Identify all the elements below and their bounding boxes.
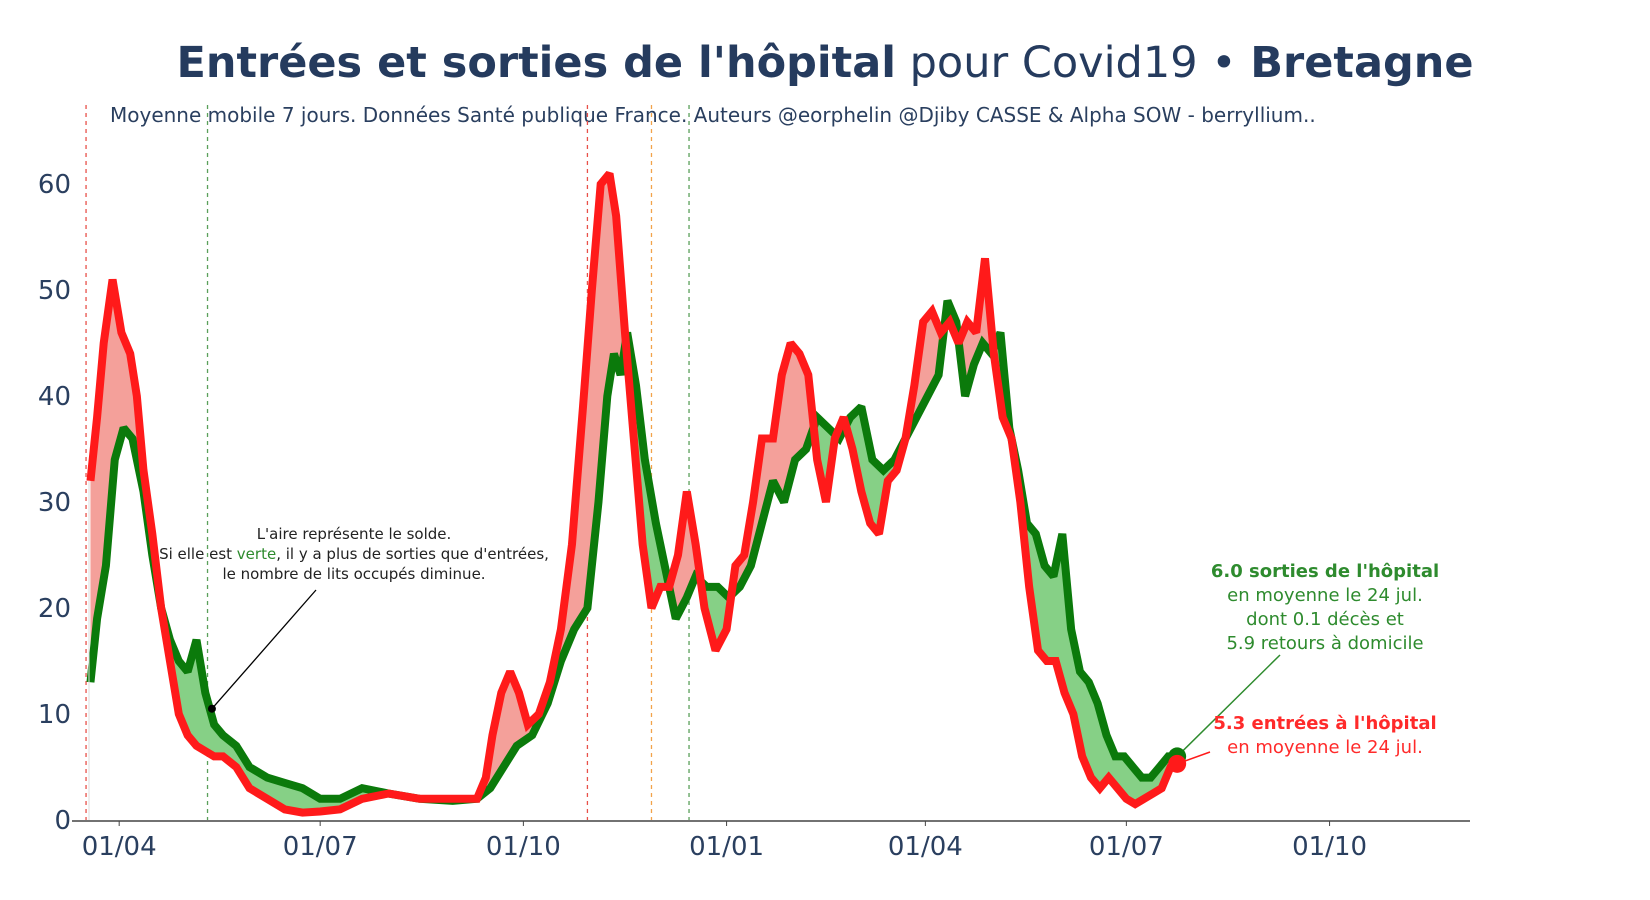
entrees-line-1: en moyenne le 24 jul.	[1227, 737, 1423, 758]
chart-title: Entrées et sorties de l'hôpital pour Cov…	[176, 38, 1473, 88]
explain-arrow	[211, 589, 317, 710]
sorties-line-2: dont 0.1 décès et	[1246, 609, 1404, 630]
explain-line-1: L'aire représente le solde.	[257, 525, 452, 543]
explain-line-2: Si elle est verte, il y a plus de sortie…	[159, 545, 549, 563]
sorties-line-3: 5.9 retours à domicile	[1226, 633, 1423, 654]
entrees-last-point	[1168, 754, 1187, 773]
series-line-1	[86, 171, 1179, 817]
x-tick-label-1: 01/07	[283, 832, 358, 862]
y-tick-label-30: 30	[38, 488, 71, 518]
x-tick-label-4: 01/04	[888, 832, 963, 862]
y-tick-label-60: 60	[38, 170, 71, 200]
explain-line-2-green-word: verte	[237, 545, 276, 563]
explain-dot	[207, 704, 216, 713]
y-tick-label-40: 40	[38, 382, 71, 412]
y-tick-label-10: 10	[38, 700, 71, 730]
balance-area-9	[848, 406, 906, 534]
y-tick-label-20: 20	[38, 594, 71, 624]
balance-area-4	[669, 491, 703, 619]
title-part-1: Entrées et sorties de l'hôpital	[176, 38, 896, 88]
chart-subtitle: Moyenne mobile 7 jours. Données Santé pu…	[110, 103, 1316, 127]
sorties-arrow	[1176, 654, 1281, 757]
title-part-3: Bretagne	[1250, 38, 1473, 88]
explain-line-2-c: , il y a plus de sorties que d'entrées,	[276, 545, 549, 563]
explain-line-2-a: Si elle est	[159, 545, 237, 563]
explain-annotation: L'aire représente le solde. Si elle est …	[159, 525, 549, 713]
x-tick-label-0: 01/04	[82, 832, 157, 862]
axes: 0 10 20 30 40 50 60 01/04 01/07 01/10 01/01 01/04 01…	[38, 170, 1470, 862]
entrees-title: 5.3 entrées à l'hôpital	[1213, 713, 1436, 734]
series-line-0	[86, 299, 1178, 805]
explain-line-3: le nombre de lits occupés diminue.	[222, 565, 485, 583]
title-part-2: pour Covid19 •	[896, 38, 1250, 88]
balance-area-6	[733, 343, 815, 594]
sorties-title: 6.0 sorties de l'hôpital	[1211, 561, 1439, 582]
y-tick-label-0: 0	[54, 806, 71, 836]
balance-area-0	[90, 279, 164, 683]
balance-fills	[90, 173, 1178, 813]
x-tick-label-3: 01/01	[689, 832, 764, 862]
y-tick-label-50: 50	[38, 276, 71, 306]
x-tick-label-6: 01/10	[1292, 832, 1367, 862]
balance-area-10	[905, 311, 946, 439]
series-lines	[86, 171, 1179, 817]
x-tick-label-2: 01/10	[486, 832, 561, 862]
entrees-annotation: 5.3 entrées à l'hôpital en moyenne le 24…	[1168, 713, 1437, 773]
sorties-annotation: 6.0 sorties de l'hôpital en moyenne le 2…	[1168, 561, 1439, 766]
sorties-line-1: en moyenne le 24 jul.	[1227, 585, 1423, 606]
x-tick-label-5: 01/07	[1089, 832, 1164, 862]
